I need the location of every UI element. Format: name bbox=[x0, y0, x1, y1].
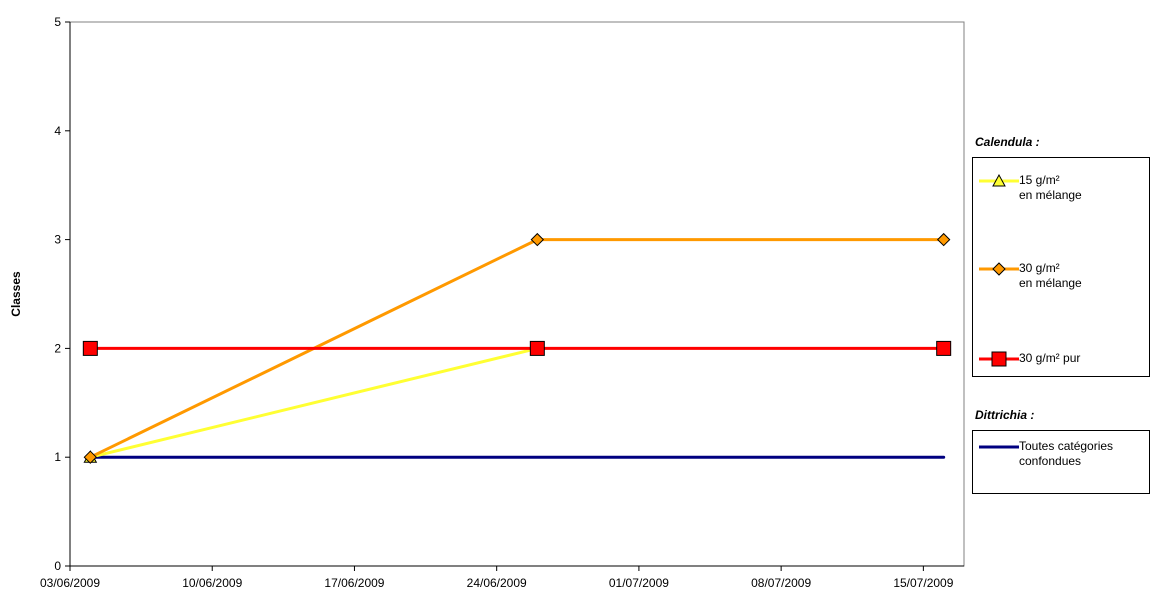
legend-swatch bbox=[979, 262, 1019, 276]
legend-heading: Calendula : bbox=[975, 135, 1040, 149]
y-axis: 0 1 2 3 4 5 bbox=[54, 15, 71, 573]
data-point-series-1 bbox=[83, 450, 98, 464]
legend-entry-label: Toutes catégories confondues bbox=[1019, 439, 1114, 468]
legend-entry-label: 15 g/m² en mélange bbox=[1019, 173, 1082, 202]
data-point-series-2 bbox=[936, 340, 952, 356]
data-point-series-2 bbox=[529, 340, 545, 356]
legend-swatch bbox=[979, 173, 1019, 187]
legend-swatch bbox=[979, 445, 1019, 449]
y-tick-label: 0 bbox=[54, 559, 61, 573]
y-tick-label: 2 bbox=[54, 341, 61, 355]
legend-swatch-marker bbox=[992, 173, 1006, 187]
data-point-series-2 bbox=[82, 340, 98, 356]
x-tick-label: 15/07/2009 bbox=[893, 576, 953, 590]
y-tick-label: 4 bbox=[54, 124, 61, 138]
legend-swatch bbox=[979, 351, 1019, 367]
data-point-series-1 bbox=[936, 232, 951, 247]
y-tick-label: 1 bbox=[54, 450, 61, 464]
legend-box: 15 g/m² en mélange 30 g/m² en mélange 30 g… bbox=[972, 157, 1150, 377]
data-point-series-1 bbox=[530, 232, 545, 247]
x-tick-label: 24/06/2009 bbox=[467, 576, 527, 590]
series-markers bbox=[82, 232, 952, 464]
legend-entry-label: 30 g/m² pur bbox=[1019, 351, 1081, 365]
legend-entry-label: 30 g/m² en mélange bbox=[1019, 261, 1082, 290]
legend-swatch-marker bbox=[991, 351, 1007, 367]
y-tick-label: 5 bbox=[54, 15, 61, 29]
x-axis: 03/06/2009 10/06/2009 17/06/2009 24/06/2009… bbox=[40, 565, 964, 590]
y-axis-title: Classes bbox=[9, 271, 23, 317]
x-tick-label: 17/06/2009 bbox=[324, 576, 384, 590]
legend-heading: Dittrichia : bbox=[975, 408, 1035, 422]
legend-box: Toutes catégories confondues bbox=[972, 430, 1150, 494]
x-tick-label: 03/06/2009 bbox=[40, 576, 100, 590]
x-tick-label: 01/07/2009 bbox=[609, 576, 669, 590]
legend-swatch-marker bbox=[992, 262, 1006, 276]
x-tick-label: 10/06/2009 bbox=[182, 576, 242, 590]
y-tick-label: 3 bbox=[54, 233, 61, 247]
series-line-0 bbox=[88, 346, 539, 459]
plot-area bbox=[69, 21, 965, 567]
x-tick-label: 08/07/2009 bbox=[751, 576, 811, 590]
